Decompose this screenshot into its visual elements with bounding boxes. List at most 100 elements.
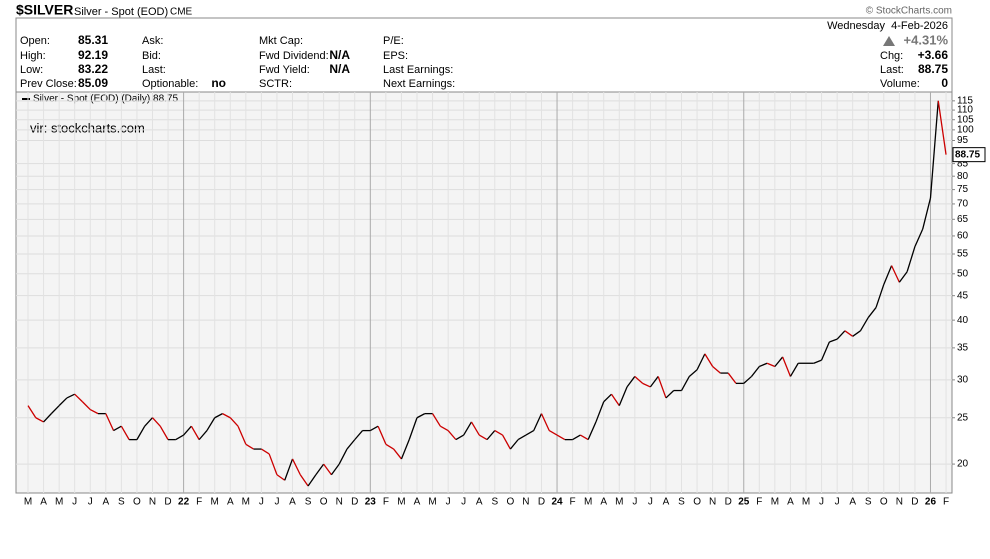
price-segment: [875, 284, 885, 308]
x-tick-label: N: [896, 497, 903, 508]
x-tick-label: A: [849, 497, 856, 508]
price-segment: [626, 376, 636, 388]
price-segment: [836, 330, 846, 340]
price-segment: [517, 434, 527, 441]
field-value: N/A: [329, 48, 350, 62]
price-segment: [906, 246, 916, 272]
price-segment: [603, 393, 612, 403]
date: Wednesday 4-Feb-2026: [827, 20, 948, 32]
y-tick-label: 25: [957, 412, 969, 423]
field-label: Chg:: [880, 50, 903, 62]
price-segment: [494, 430, 503, 436]
x-tick-label: J: [461, 497, 466, 508]
x-tick-label: A: [787, 497, 794, 508]
field-value: 88.75: [918, 62, 948, 76]
price-segment: [813, 359, 822, 364]
x-tick-label: M: [211, 497, 219, 508]
y-tick-label: 60: [957, 231, 969, 242]
price-segment: [572, 434, 581, 441]
symbol: $SILVER: [16, 2, 73, 18]
x-tick-label: N: [709, 497, 716, 508]
price-segment: [548, 430, 558, 436]
price-segment: [929, 100, 939, 199]
price-segment: [587, 421, 597, 440]
y-tick-label: 45: [957, 290, 969, 301]
price-segment: [704, 353, 714, 367]
watermark: © StockCharts.com: [866, 6, 952, 17]
x-tick-label: J: [446, 497, 451, 508]
price-segment: [27, 405, 37, 419]
price-segment: [338, 448, 348, 465]
x-tick-label: O: [506, 497, 514, 508]
price-segment: [89, 409, 99, 415]
price-segment: [120, 425, 130, 440]
y-tick-label: 105: [957, 114, 974, 125]
x-tick-label: J: [648, 497, 653, 508]
price-segment: [556, 434, 566, 441]
price-segment: [315, 463, 325, 476]
x-tick-label: D: [164, 497, 171, 508]
price-segment: [867, 307, 877, 318]
price-segment: [478, 434, 488, 441]
price-segment: [634, 375, 644, 384]
x-tick-label: M: [24, 497, 32, 508]
price-segment: [113, 425, 122, 432]
field-label: Fwd Dividend:: [259, 50, 329, 62]
instrument-name: Silver - Spot (EOD): [74, 6, 168, 18]
x-tick-label: F: [196, 497, 202, 508]
price-segment: [610, 393, 620, 407]
x-tick-label: 26: [925, 497, 937, 508]
price-segment: [540, 413, 550, 431]
x-tick-label: J: [835, 497, 840, 508]
price-segment: [291, 458, 301, 476]
x-tick-label: N: [336, 497, 343, 508]
last-value-box: [952, 147, 986, 163]
price-segment: [136, 425, 146, 440]
field-label: Mkt Cap:: [259, 35, 303, 47]
y-tick-label: 115: [957, 95, 973, 106]
price-segment: [509, 439, 519, 450]
x-tick-label: M: [771, 497, 779, 508]
field-label: Fwd Yield:: [259, 64, 310, 76]
price-segment: [144, 417, 153, 427]
field-label: EPS:: [383, 50, 408, 62]
field-label: SCTR:: [259, 78, 292, 90]
price-segment: [789, 362, 799, 377]
field-value: no: [211, 76, 226, 90]
price-segment: [81, 401, 91, 411]
change-pct: +4.31%: [904, 32, 949, 47]
y-tick-label: 95: [957, 135, 969, 146]
price-segment: [852, 330, 861, 337]
x-tick-label: M: [428, 497, 436, 508]
x-tick-label: J: [819, 497, 824, 508]
price-segment: [743, 375, 752, 384]
x-tick-label: J: [259, 497, 264, 508]
price-segment: [580, 434, 589, 441]
price-segment: [159, 425, 169, 440]
price-segment: [766, 362, 776, 368]
x-tick-label: A: [414, 497, 421, 508]
price-segment: [35, 417, 44, 423]
y-tick-label: 50: [957, 268, 969, 279]
price-segment: [416, 413, 426, 419]
field-label: P/E:: [383, 35, 404, 47]
field-label: Optionable:: [142, 78, 198, 90]
x-tick-label: F: [756, 497, 762, 508]
x-tick-label: M: [584, 497, 592, 508]
price-segment: [696, 353, 706, 371]
price-segment: [214, 413, 223, 419]
x-tick-label: M: [802, 497, 810, 508]
y-tick-label: 40: [957, 315, 969, 326]
x-tick-label: J: [632, 497, 637, 508]
x-tick-label: F: [383, 497, 389, 508]
x-tick-label: F: [570, 497, 576, 508]
x-tick-label: S: [865, 497, 872, 508]
price-segment: [922, 197, 932, 230]
price-segment: [859, 317, 869, 332]
price-segment: [323, 463, 332, 476]
x-tick-label: J: [274, 497, 279, 508]
x-tick-label: J: [72, 497, 77, 508]
price-segment: [883, 265, 893, 285]
price-segment: [463, 421, 473, 436]
